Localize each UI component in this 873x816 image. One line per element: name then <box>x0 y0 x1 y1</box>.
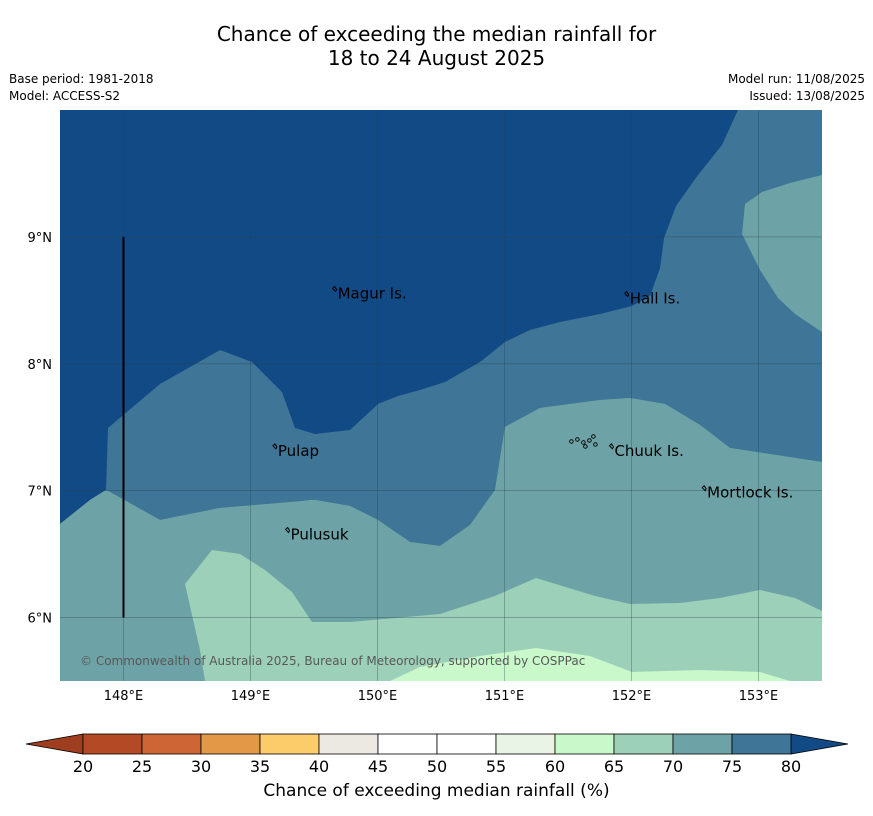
chuuk-islet <box>593 442 598 447</box>
chart-title: Chance of exceeding the median rainfall … <box>0 22 873 70</box>
island-markers <box>272 285 707 534</box>
colorbar-segment <box>82 733 143 755</box>
place-label: Pulap <box>278 442 319 460</box>
colorbar-tick-label: 50 <box>427 757 447 776</box>
island-marker <box>701 484 707 492</box>
colorbar-tick-labels: 20 25 30 35 40 45 50 55 60 65 70 75 80 <box>73 757 801 776</box>
colorbar-tick-label: 30 <box>191 757 211 776</box>
colorbar-tick-label: 80 <box>781 757 801 776</box>
place-label: Pulusuk <box>291 526 349 544</box>
place-labels: Magur Is. Hall Is. Pulap Chuuk Is. Mortlock … <box>278 284 793 543</box>
chuuk-islet <box>583 444 588 449</box>
colorbar-tick-label: 55 <box>486 757 506 776</box>
place-label: Hall Is. <box>630 290 681 308</box>
lon-tick-label: 149°E <box>231 689 271 704</box>
island-marker <box>623 290 630 298</box>
place-label: Magur Is. <box>338 284 407 302</box>
lon-tick-label: 148°E <box>104 689 144 704</box>
colorbar-segment <box>731 733 792 755</box>
title-line-2: 18 to 24 August 2025 <box>327 46 546 70</box>
colorbar-tick-label: 60 <box>545 757 565 776</box>
map-gridlines <box>60 110 822 681</box>
colorbar-tick-label: 40 <box>309 757 329 776</box>
lat-tick-label: 8°N <box>28 358 53 373</box>
chuuk-islet <box>569 439 574 444</box>
lat-tick-label: 6°N <box>28 612 53 627</box>
island-marker <box>272 443 278 450</box>
chuuk-islet <box>575 437 580 442</box>
lat-tick-label: 9°N <box>28 231 53 246</box>
chuuk-islet <box>591 434 596 439</box>
colorbar-segment <box>318 733 379 755</box>
meta-right: Model run: 11/08/2025 Issued: 13/08/2025 <box>728 71 865 105</box>
colorbar-tick-label: 75 <box>722 757 742 776</box>
island-marker <box>284 526 291 534</box>
model-run: Model run: 11/08/2025 <box>727 72 865 86</box>
colorbar-tick-label: 20 <box>73 757 93 776</box>
colorbar-segment <box>200 733 261 755</box>
place-label: Chuuk Is. <box>614 442 683 460</box>
axis-tick-labels: 148°E 149°E 150°E 151°E 152°E 153°E 6°N 7°N 8°N 9… <box>28 231 779 704</box>
lat-tick-label: 7°N <box>28 485 53 500</box>
issued-date: Issued: 13/08/2025 <box>749 89 865 103</box>
chuuk-islet <box>587 438 592 443</box>
place-label: Mortlock Is. <box>707 484 793 502</box>
rainfall-map: Magur Is. Hall Is. Pulap Chuuk Is. Mortlock … <box>28 110 822 704</box>
colorbar-segments <box>25 733 849 755</box>
colorbar-tick-label: 65 <box>604 757 624 776</box>
colorbar-tick-label: 70 <box>663 757 683 776</box>
region-70-75-ne <box>742 175 822 332</box>
region-80-plus <box>60 110 738 524</box>
title-line-1: Chance of exceeding the median rainfall … <box>216 22 657 46</box>
colorbar-segment <box>259 733 320 755</box>
colorbar-segment <box>436 733 497 755</box>
lon-tick-label: 152°E <box>612 689 652 704</box>
chuuk-islet <box>581 440 586 445</box>
meta-left: Base period: 1981-2018 Model: ACCESS-S2 <box>9 71 154 105</box>
island-marker <box>608 443 615 450</box>
colorbar-segment <box>377 733 438 755</box>
lon-tick-label: 150°E <box>358 689 398 704</box>
colorbar-segment <box>141 733 202 755</box>
copyright-notice: © Commonwealth of Australia 2025, Bureau… <box>80 654 585 668</box>
lon-tick-label: 151°E <box>485 689 525 704</box>
colorbar-tick-label: 35 <box>250 757 270 776</box>
lon-tick-label: 153°E <box>739 689 779 704</box>
colorbar-segment <box>613 733 674 755</box>
colorbar-under-arrow <box>25 733 84 755</box>
colorbar-tick-label: 25 <box>132 757 152 776</box>
island-marker <box>331 285 338 293</box>
model-name: Model: ACCESS-S2 <box>9 89 121 103</box>
colorbar-tick-label: 45 <box>368 757 388 776</box>
colorbar-over-arrow <box>790 733 849 755</box>
colorbar-segment <box>672 733 733 755</box>
base-period: Base period: 1981-2018 <box>9 72 154 86</box>
colorbar-segment <box>495 733 556 755</box>
colorbar-segment <box>554 733 615 755</box>
region-60-65 <box>390 648 790 681</box>
colorbar-title: Chance of exceeding median rainfall (%) <box>263 781 610 801</box>
